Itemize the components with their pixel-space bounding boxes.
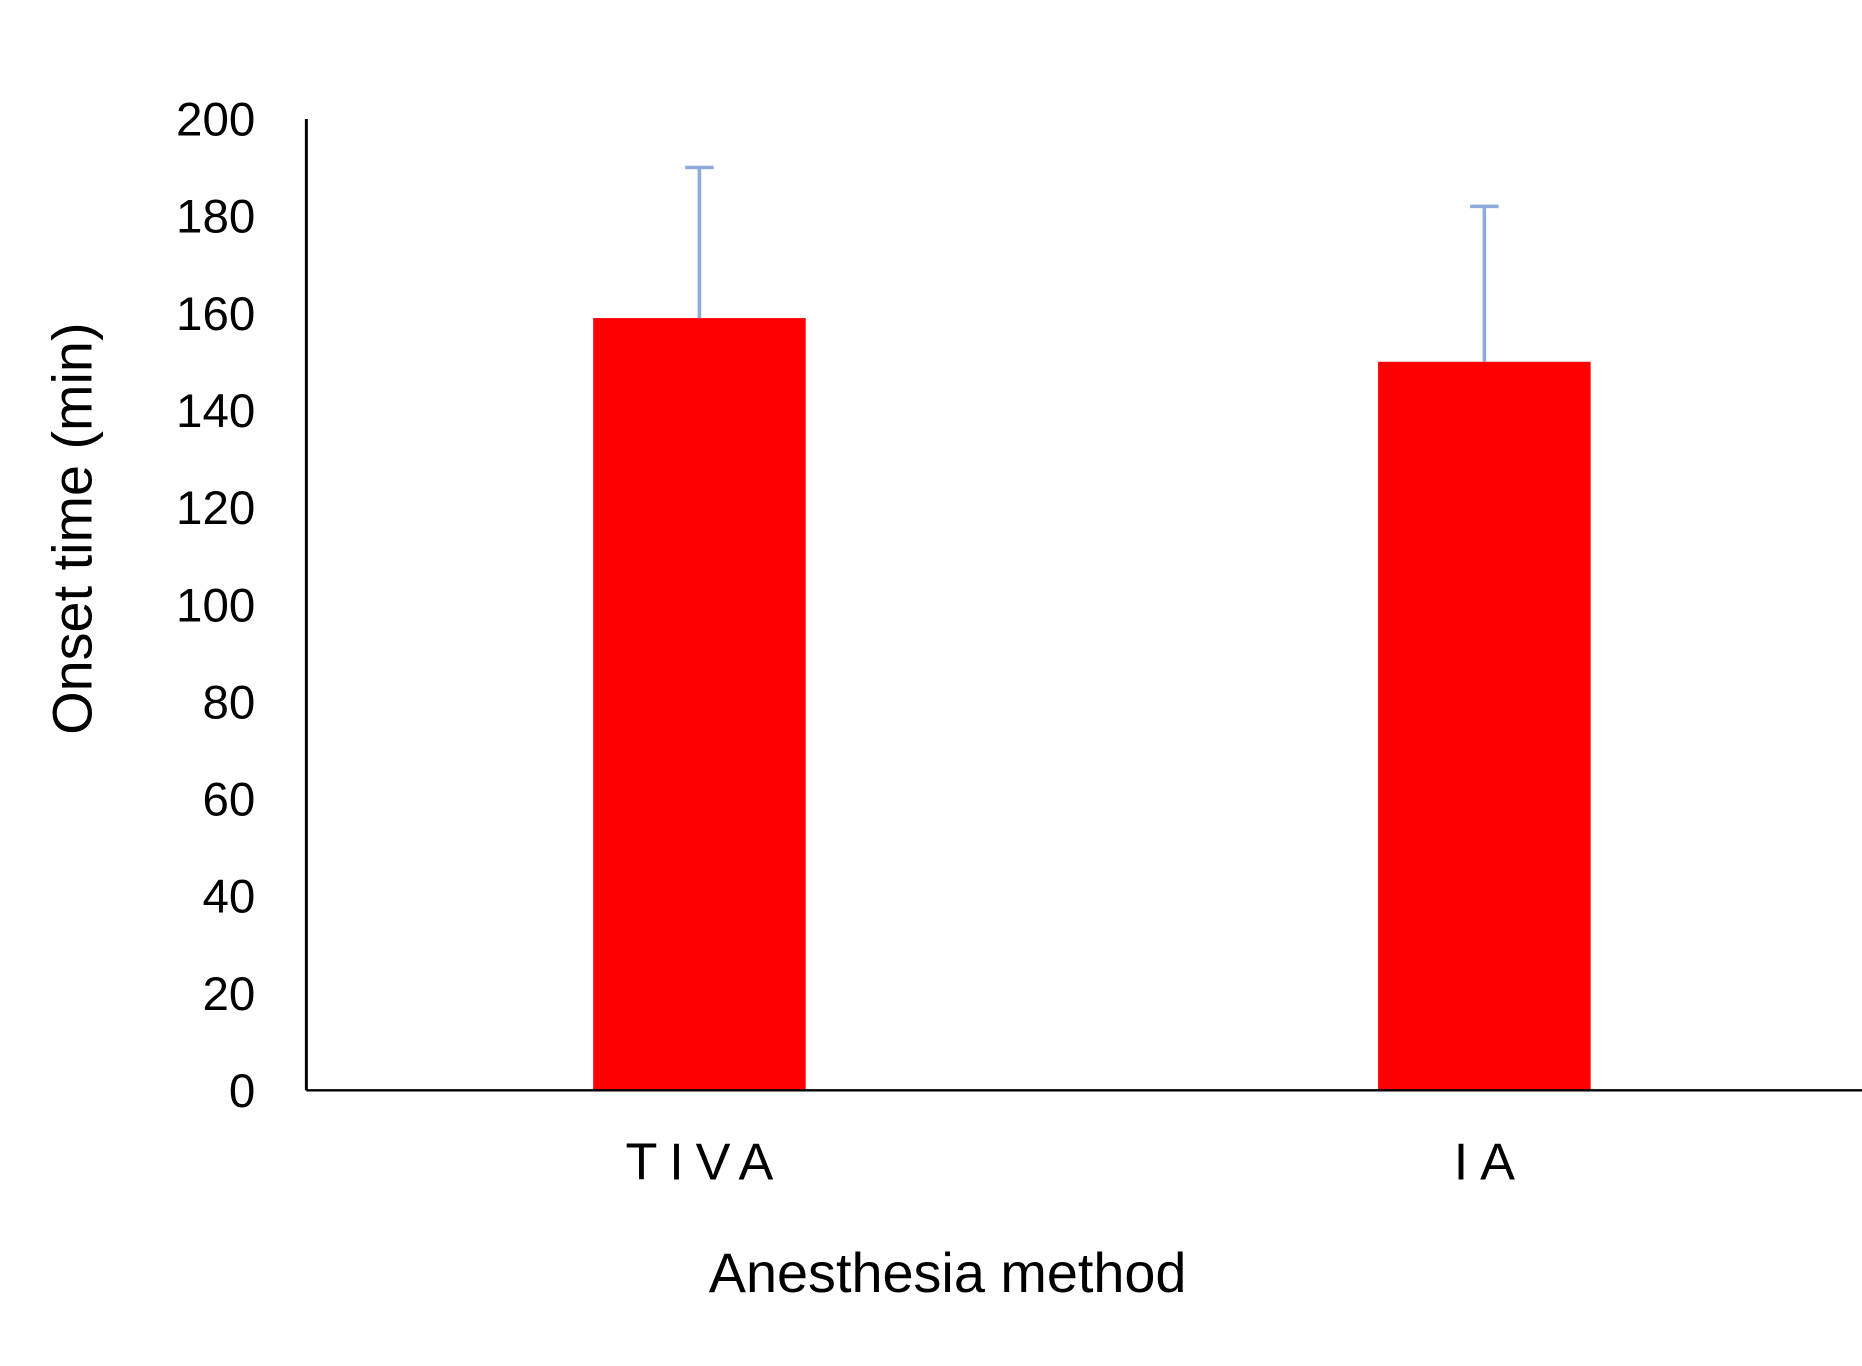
y-axis-label: Onset time (min)	[40, 322, 103, 734]
y-tick-label: 60	[202, 774, 255, 827]
y-tick-label: 80	[202, 676, 255, 729]
bars	[593, 165, 1591, 1091]
y-tick-label: 180	[176, 191, 255, 244]
x-tick-labels: TIVA IA	[625, 1133, 1527, 1191]
y-tick-labels: 0 20 40 60 80 100 120 140 160 180 200	[176, 94, 255, 1118]
x-tick-label: IA	[1454, 1133, 1527, 1191]
y-tick-label: 100	[176, 579, 255, 632]
x-axis-label: Anesthesia method	[709, 1241, 1187, 1304]
bar-tiva	[593, 318, 806, 1091]
y-tick-label: 20	[202, 968, 255, 1021]
x-tick-label: TIVA	[625, 1133, 785, 1191]
y-tick-label: 140	[176, 385, 255, 438]
y-tick-label: 40	[202, 871, 255, 924]
bar-ia	[1378, 361, 1591, 1091]
y-tick-label: 120	[176, 482, 255, 535]
y-tick-label: 200	[176, 94, 255, 147]
y-tick-label: 160	[176, 288, 255, 341]
y-tick-label: 0	[229, 1065, 255, 1118]
